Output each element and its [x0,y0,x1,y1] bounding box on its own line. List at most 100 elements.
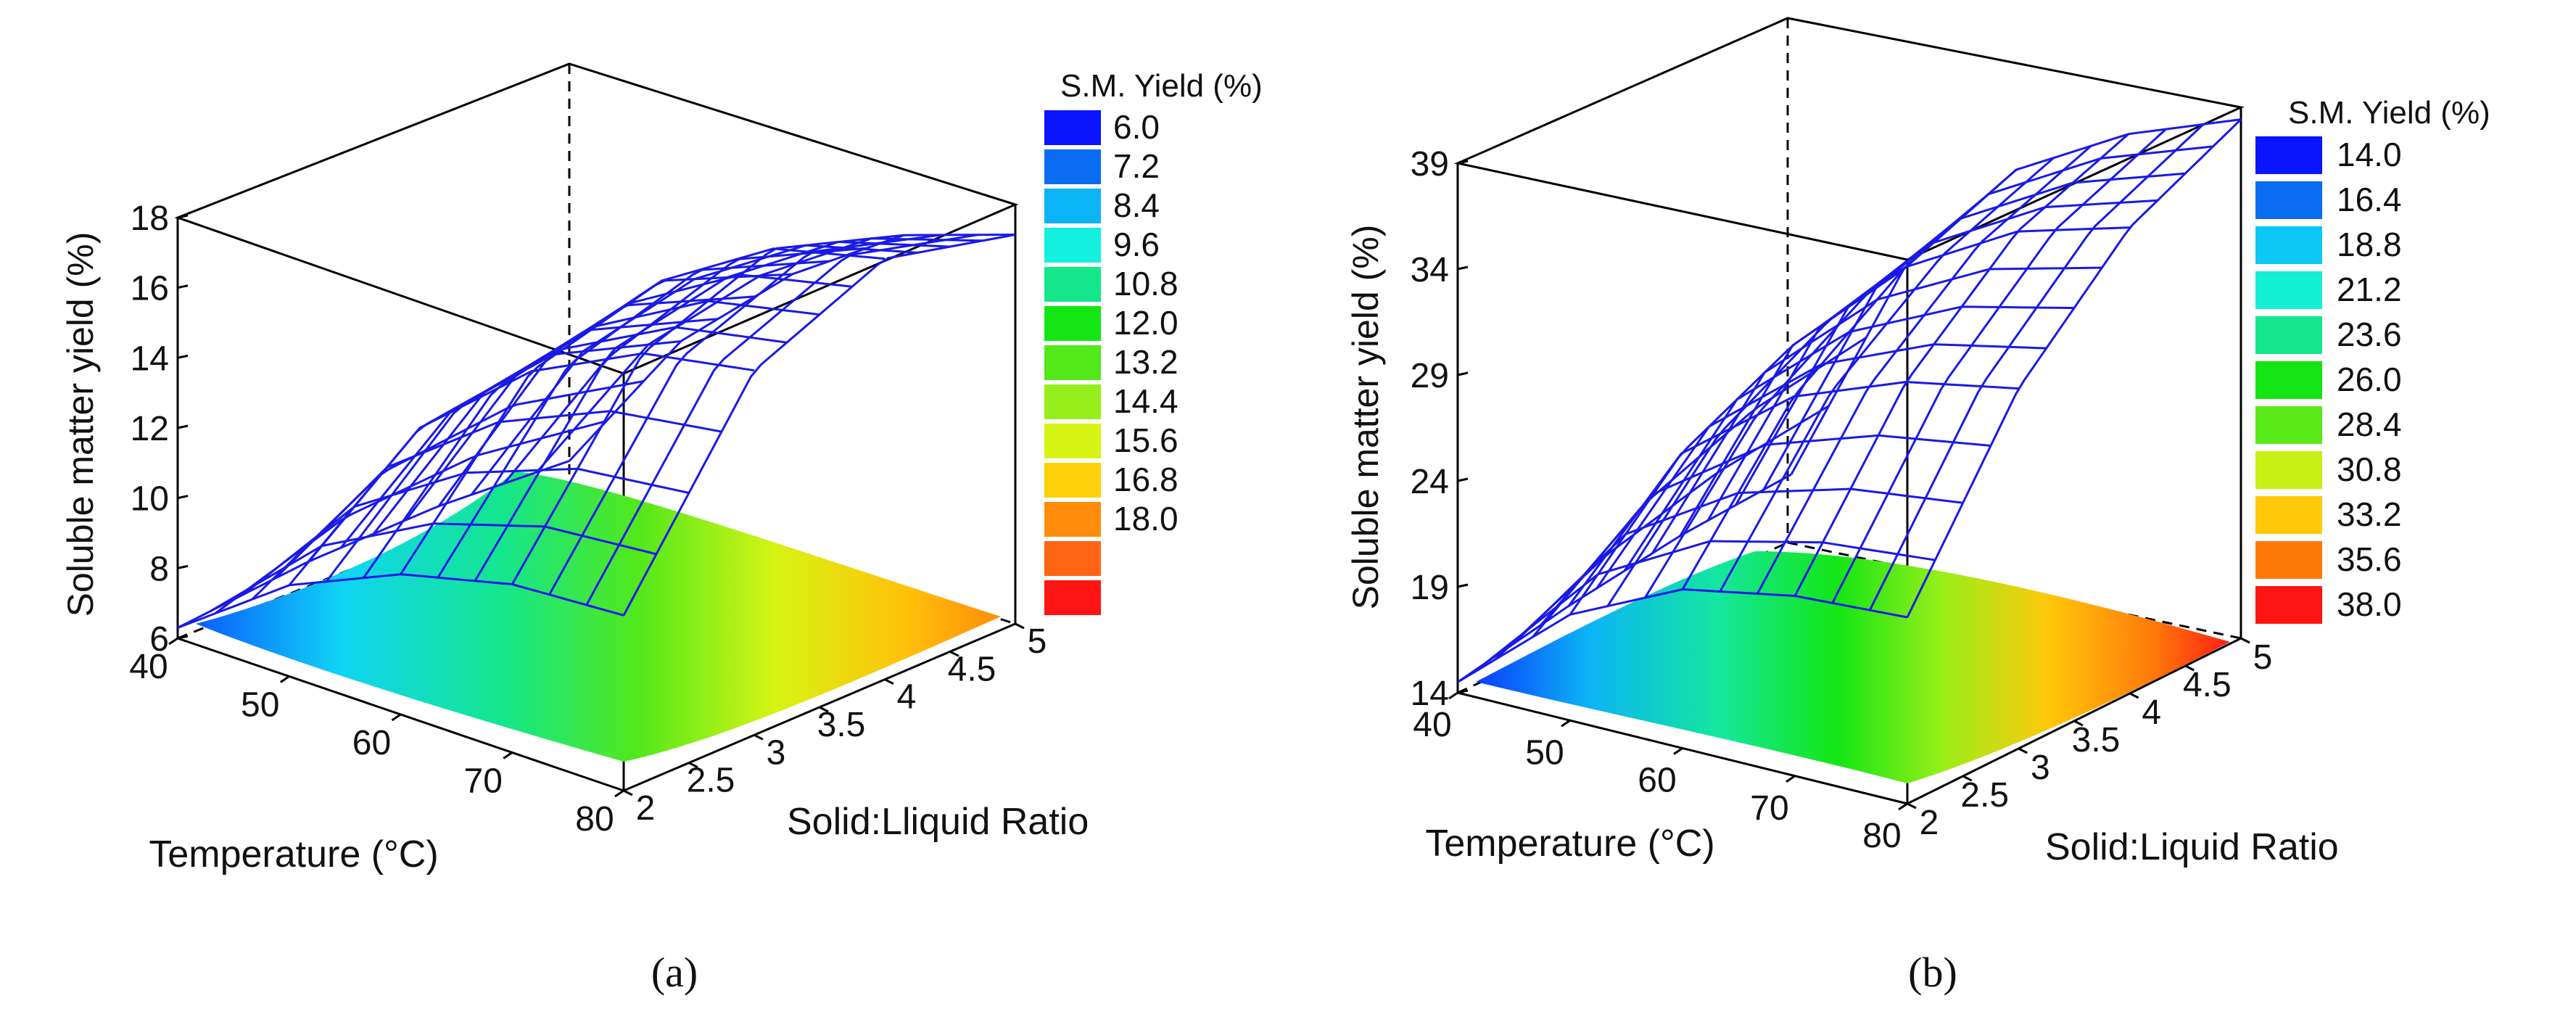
panel-b-y-ticks: 2 2.5 3 3.5 4 4.5 5 [1907,637,2272,842]
legend-swatch [1044,502,1101,537]
panel-b-caption: (b) [1908,949,1957,996]
x-tick-mark [1786,775,1796,783]
legend-swatch [2255,541,2322,579]
y-tick-label: 2 [1920,804,1939,842]
y-tick-mark [688,762,698,769]
x-tick-mark [614,789,624,798]
wireframe-line-temp-10 [548,234,941,596]
legend-swatch [2255,586,2322,624]
legend-label: 33.2 [2337,495,2402,533]
y-tick-label: 3 [2031,749,2050,787]
wireframe-line-temp-6 [400,273,793,575]
z-tick-label: 18 [131,199,169,238]
y-tick-mark [949,650,959,657]
panel-a-x-axis-label: Temperature (°C) [149,833,438,876]
z-tick-label: 12 [131,410,169,448]
panel-b-wireframe-surface [1457,118,2242,683]
legend-swatch [2255,451,2322,489]
x-tick-mark [1448,691,1458,700]
legend-label: 38.0 [2337,585,2402,623]
z-tick-mark [1457,477,1469,482]
legend-label: 14.0 [2337,136,2402,173]
legend-swatch [2255,496,2322,534]
z-tick-label: 14 [1411,675,1449,713]
z-tick-label: 6 [149,620,169,659]
wireframe-line-temp-7 [437,260,830,579]
x-tick-label: 80 [1862,817,1901,855]
legend-label: 30.8 [2337,450,2402,488]
legend-label: 18.0 [1113,500,1178,537]
wireframe-line-temp-2 [1532,337,1867,638]
wireframe-line-temp-6 [1681,168,2017,590]
legend-label: 9.6 [1113,226,1160,263]
panel-a-caption: (a) [651,949,698,996]
panel-a-legend: 6.07.28.49.610.812.013.214.415.616.818.0 [1044,108,1178,615]
y-tick-label: 4 [2142,693,2161,732]
legend-label: 12.0 [1113,304,1178,342]
z-tick-label: 8 [149,550,169,588]
y-tick-mark [2018,747,2028,754]
legend-label: 8.4 [1113,186,1160,224]
y-tick-label: 3.5 [817,706,866,744]
legend-swatch [2255,361,2322,399]
wireframe-line-temp-8 [474,247,867,582]
y-tick-label: 2.5 [1960,776,2009,815]
y-tick-label: 2 [636,789,656,828]
x-tick-mark [391,713,402,722]
wireframe-line-temp-1 [1494,405,1830,661]
z-tick-label: 19 [1411,569,1449,607]
x-tick-label: 50 [241,686,279,725]
x-tick-label: 70 [464,762,503,801]
panel-b-x-axis-label: Temperature (°C) [1425,823,1714,865]
legend-swatch [1044,228,1101,263]
y-tick-mark [1907,802,1917,809]
panel-a: 6 8 10 12 14 16 18 40 50 60 70 80 2 2.5 3 3.5 4 4.5 5 So… [60,62,1263,996]
x-tick-mark [279,675,290,683]
y-tick-label: 3.5 [2072,721,2121,759]
y-tick-mark [819,706,829,713]
wireframe-line-temp-3 [1569,268,1904,616]
panel-b-x-ticks: 40 50 60 70 80 [1413,691,1908,855]
legend-label: 14.4 [1113,382,1178,420]
z-tick-label: 29 [1411,357,1449,395]
wireframe-line-temp-1 [214,420,607,615]
x-tick-label: 40 [129,648,168,686]
wireframe-line-temp-9 [511,234,904,585]
wireframe-line-temp-7 [1719,157,2055,593]
z-tick-label: 16 [131,270,169,308]
wireframe-line-temp-8 [1756,145,2092,595]
wireframe-line-temp-12 [622,234,1016,617]
panel-b-z-axis-label: Soluble matter yield (%) [1345,225,1386,610]
y-tick-label: 2.5 [687,762,735,800]
legend-swatch [2255,181,2322,219]
panel-a-y-axis-label: Solid:Lliquid Ratio [787,801,1089,843]
y-tick-mark [2129,692,2139,699]
y-tick-label: 5 [1028,622,1047,661]
legend-swatch [1044,384,1101,419]
y-tick-label: 3 [767,733,786,772]
z-tick-mark [177,284,189,289]
z-tick-mark [1457,371,1469,376]
legend-label: 13.2 [1113,343,1178,381]
panel-b-color-floor [1476,551,2230,783]
legend-label: 35.6 [2337,540,2402,578]
panel-a-legend-title: S.M. Yield (%) [1060,68,1263,104]
legend-swatch [1044,110,1101,145]
z-tick-mark [177,635,189,640]
z-tick-label: 39 [1411,145,1449,184]
z-tick-label: 14 [131,339,169,378]
wireframe-line-temp-5 [1644,202,1980,598]
legend-swatch [1044,580,1101,615]
legend-label: 7.2 [1113,147,1160,185]
legend-label: 16.4 [2337,181,2402,218]
legend-swatch [1044,306,1101,341]
panel-a-color-floor [196,471,1001,762]
wireframe-line-ratio-11 [535,237,983,473]
wireframe-line-temp-12 [1906,118,2242,618]
x-tick-label: 60 [1638,762,1676,800]
wireframe-line-temp-2 [251,380,644,601]
panel-a-y-ticks: 2 2.5 3 3.5 4 4.5 5 [623,622,1047,828]
legend-swatch [2255,226,2322,264]
y-tick-label: 4 [897,678,917,717]
z-tick-label: 34 [1411,251,1449,289]
